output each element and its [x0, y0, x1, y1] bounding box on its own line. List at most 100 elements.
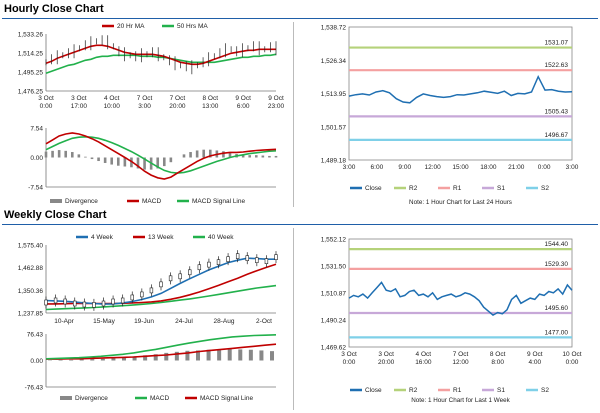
weekly-price-candle-body [197, 264, 202, 271]
hourly-divergence-bar [241, 154, 245, 158]
weekly-pivot-y-tick-4: 1,469.62 [321, 345, 347, 352]
weekly-divergence-bar [248, 349, 253, 361]
weekly-pivot-legend-r1-label: R1 [453, 387, 462, 394]
weekly-divergence-bar [143, 355, 148, 361]
hourly-divergence-bar [202, 149, 206, 158]
weekly-pivot-level-label-r2: 1544.40 [545, 241, 569, 248]
weekly-pivot-x-tick-time: 0:00 [566, 359, 579, 366]
weekly-price-candle-body [255, 257, 259, 263]
weekly-divergence-bar [238, 349, 243, 361]
weekly-divergence-bar [90, 359, 95, 361]
hourly-price-x-tick-day: 7 Oct [170, 95, 186, 102]
weekly-pivot-x-tick-time: 20:00 [378, 359, 395, 366]
weekly-section-title: Weekly Close Chart [4, 209, 107, 221]
weekly-pivot-x-tick-time: 4:00 [529, 359, 542, 366]
weekly-divergence-bar [227, 349, 232, 361]
weekly-pivot-x-tick-time: 0:00 [343, 359, 356, 366]
hourly-legend-macd-label: MACD [142, 198, 161, 205]
hourly-divergence-bar [189, 152, 192, 158]
weekly-price-candle-body [188, 269, 192, 276]
weekly-price-x-tick: 15-May [93, 318, 115, 325]
weekly-pivot-x-tick-time: 8:00 [491, 359, 504, 366]
hourly-divergence-bar [70, 152, 74, 158]
weekly-price-candle-body [111, 298, 115, 305]
hourly-price-x-tick-day: 3 Oct [38, 95, 54, 102]
weekly-legend-13week-label: 13 Week [148, 234, 174, 241]
weekly-legend-4week-label: 4 Week [91, 234, 114, 241]
hourly-divergence-bar [116, 157, 120, 166]
hourly-pivot-legend-s2-label: S2 [541, 185, 549, 192]
hourly-pivot-x-tick: 3:00 [566, 164, 579, 171]
weekly-divergence-bar [79, 359, 84, 361]
weekly-price-candle-body [63, 298, 67, 305]
hourly-divergence-bar [136, 157, 140, 169]
hourly-pivot-close-line [348, 74, 573, 104]
hourly-divergence-bar [143, 157, 146, 170]
hourly-macd-y-tick-2: -7.54 [28, 185, 43, 192]
weekly-price-y-tick-3: 1,237.85 [18, 311, 44, 318]
weekly-divergence-bar [58, 359, 63, 361]
hourly-pivot-level-label-r2: 1531.07 [545, 40, 569, 47]
hourly-pivot-x-tick: 3:00 [343, 164, 356, 171]
weekly-pivot-legend-close-label: Close [365, 387, 382, 394]
weekly-divergence-bar [259, 350, 264, 361]
hourly-price-x-tick-day: 7 Oct [137, 95, 153, 102]
weekly-divergence-bar [185, 350, 190, 361]
weekly-pivot-x-tick-day: 4 Oct [416, 351, 432, 358]
weekly-divergence-bar [217, 349, 222, 361]
hourly-divergence-bar [254, 155, 258, 158]
weekly-pivot-plot-frame [348, 238, 573, 348]
hourly-pivot-y-tick-2: 1,513.95 [321, 91, 347, 98]
weekly-pivot-level-label-s1: 1495.60 [545, 305, 569, 312]
hourly-divergence-bar [123, 157, 127, 167]
weekly-legend-divergence-label: Divergence [75, 395, 108, 402]
hourly-macd-line [45, 132, 277, 180]
weekly-price-y-tick-2: 1,350.36 [18, 288, 44, 295]
hourly-pivot-note: Note: 1 Hour Chart for Last 24 Hours [409, 199, 512, 206]
weekly-macd-y-tick-1: 0.00 [30, 358, 43, 365]
weekly-pivot-note: Note: 1 Hour Chart for Last 1 Week [411, 397, 510, 404]
hourly-divergence-bar [77, 154, 81, 158]
hourly-pivot-x-tick: 0:00 [538, 164, 551, 171]
hourly-divergence-bar [97, 157, 100, 162]
weekly-pivot-legend-s2-label: S2 [541, 387, 549, 394]
hourly-divergence-bar [228, 152, 232, 158]
weekly-price-x-tick: 2-Oct [256, 318, 272, 325]
weekly-price-candle-body [235, 253, 240, 259]
hourly-price-x-tick-time: 0:00 [40, 103, 53, 110]
hourly-pivot-x-tick: 12:00 [424, 164, 441, 171]
hourly-pivot-legend-r2-label: R2 [409, 185, 418, 192]
hourly-price-x-tick-time: 20:00 [169, 103, 186, 110]
weekly-pivot-y-tick-2: 1,510.87 [321, 291, 347, 298]
hourly-macd-y-tick-0: 7.54 [30, 126, 43, 133]
weekly-pivot-legend-r2-label: R2 [409, 387, 418, 394]
weekly-legend-divergence-swatch [60, 396, 72, 400]
weekly-divergence-bar [111, 358, 116, 361]
weekly-macd-line [45, 334, 277, 360]
hourly-price-x-tick-day: 4 Oct [104, 95, 120, 102]
weekly-divider [293, 228, 294, 410]
weekly-signal-line [46, 343, 277, 360]
weekly-divergence-bar [270, 351, 274, 361]
weekly-price-candle-body [168, 275, 173, 282]
weekly-price-x-tick: 19-Jun [134, 318, 154, 325]
hourly-divergence-bar [110, 157, 114, 165]
hourly-divergence-bar [156, 157, 160, 169]
weekly-pivot-close-line [348, 281, 573, 317]
hourly-price-y-tick-3: 1,476.25 [18, 89, 44, 96]
weekly-legend-40week-label: 40 Week [208, 234, 234, 241]
hourly-pivot-x-tick: 6:00 [371, 164, 384, 171]
weekly-price-x-tick: 28-Aug [214, 318, 235, 325]
weekly-price-y-tick-0: 1,575.40 [18, 243, 44, 250]
hourly-divergence-bar [51, 150, 54, 158]
weekly-price-y-tick-1: 1,462.88 [18, 265, 44, 272]
weekly-macd-y-tick-2: -76.43 [25, 385, 44, 392]
hourly-section-title: Hourly Close Chart [4, 3, 104, 15]
hourly-pivot-x-tick: 15:00 [452, 164, 469, 171]
weekly-macd-y-tick-0: 76.43 [27, 332, 44, 339]
hourly-price-y-tick-2: 1,495.25 [18, 70, 44, 77]
weekly-price-candle-body [44, 299, 48, 306]
hourly-divergence-bar [208, 149, 212, 158]
hourly-pivot-level-label-s2: 1496.67 [545, 132, 569, 139]
hourly-divergence-bar [261, 155, 265, 158]
